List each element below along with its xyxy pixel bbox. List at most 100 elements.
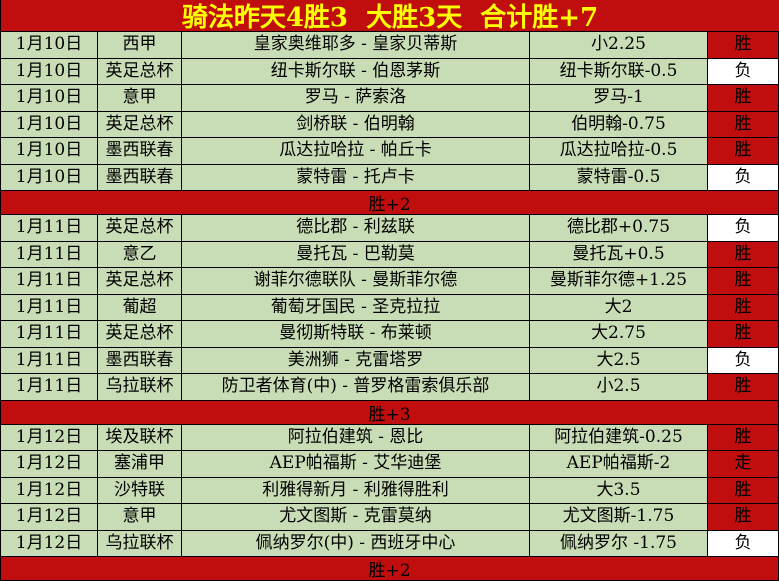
league-cell: 英足总杯 (98, 268, 182, 294)
league-cell: 沙特联 (98, 477, 182, 503)
match-cell: 葡萄牙国民 - 圣克拉拉 (182, 294, 530, 320)
league-cell: 意甲 (98, 504, 182, 530)
league-cell: 塞浦甲 (98, 451, 182, 477)
league-cell: 葡超 (98, 294, 182, 320)
summary-row: 胜+3 (1, 400, 779, 425)
league-cell: 英足总杯 (98, 111, 182, 137)
handicap-cell: 大2.75 (530, 321, 708, 347)
league-cell: 埃及联杯 (98, 424, 182, 450)
table-row: 1月12日 沙特联 利雅得新月 - 利雅得胜利 大3.5 胜 (1, 477, 779, 504)
handicap-cell: 佩纳罗尔 -1.75 (530, 530, 708, 556)
match-cell: 阿拉伯建筑 - 恩比 (182, 424, 530, 450)
handicap-cell: 大3.5 (530, 477, 708, 503)
league-cell: 墨西联春 (98, 164, 182, 190)
handicap-cell: 伯明翰-0.75 (530, 111, 708, 137)
date-cell: 1月11日 (1, 347, 98, 373)
table-row: 1月11日 英足总杯 曼彻斯特联 - 布莱顿 大2.75 胜 (1, 321, 779, 348)
date-cell: 1月11日 (1, 374, 98, 400)
date-cell: 1月12日 (1, 451, 98, 477)
match-cell: 纽卡斯尔联 - 伯恩茅斯 (182, 58, 530, 84)
date-cell: 1月11日 (1, 241, 98, 267)
handicap-cell: 罗马-1 (530, 85, 708, 111)
result-cell: 走 (708, 451, 779, 477)
date-cell: 1月11日 (1, 321, 98, 347)
match-cell: 防卫者体育(中) - 普罗格雷索俱乐部 (182, 374, 530, 400)
handicap-cell: 小2.25 (530, 32, 708, 58)
date-cell: 1月10日 (1, 58, 98, 84)
result-cell: 负 (708, 58, 779, 84)
result-cell: 胜 (708, 321, 779, 347)
summary-row: 胜+2 (1, 557, 779, 581)
handicap-cell: 德比郡+0.75 (530, 215, 708, 241)
result-cell: 胜 (708, 268, 779, 294)
league-cell: 乌拉联杯 (98, 530, 182, 556)
date-cell: 1月12日 (1, 477, 98, 503)
date-cell: 1月12日 (1, 504, 98, 530)
handicap-cell: 小2.5 (530, 374, 708, 400)
result-cell: 胜 (708, 85, 779, 111)
result-cell: 胜 (708, 111, 779, 137)
table-row: 1月12日 乌拉联杯 佩纳罗尔(中) - 西班牙中心 佩纳罗尔 -1.75 负 (1, 530, 779, 557)
handicap-cell: 曼斯菲尔德+1.25 (530, 268, 708, 294)
summary-row: 胜+2 (1, 191, 779, 215)
league-cell: 意乙 (98, 241, 182, 267)
result-cell: 胜 (708, 424, 779, 450)
handicap-cell: 大2 (530, 294, 708, 320)
title-bar: 骑法昨天4胜3 大胜3天 合计胜+7 (1, 0, 779, 33)
league-cell: 墨西联春 (98, 347, 182, 373)
handicap-cell: 蒙特雷-0.5 (530, 164, 708, 190)
result-cell: 胜 (708, 477, 779, 503)
match-cell: 尤文图斯 - 克雷莫纳 (182, 504, 530, 530)
handicap-cell: 大2.5 (530, 347, 708, 373)
league-cell: 英足总杯 (98, 215, 182, 241)
table-row: 1月11日 英足总杯 德比郡 - 利兹联 德比郡+0.75 负 (1, 215, 779, 242)
table-row: 1月12日 意甲 尤文图斯 - 克雷莫纳 尤文图斯-1.75 胜 (1, 504, 779, 531)
date-cell: 1月10日 (1, 164, 98, 190)
match-cell: AEP帕福斯 - 艾华迪堡 (182, 451, 530, 477)
result-cell: 负 (708, 164, 779, 190)
date-cell: 1月11日 (1, 294, 98, 320)
table-row: 1月10日 西甲 皇家奥维耶多 - 皇家贝蒂斯 小2.25 胜 (1, 32, 779, 59)
result-cell: 胜 (708, 374, 779, 400)
table-row: 1月12日 埃及联杯 阿拉伯建筑 - 恩比 阿拉伯建筑-0.25 胜 (1, 424, 779, 451)
table-row: 1月11日 乌拉联杯 防卫者体育(中) - 普罗格雷索俱乐部 小2.5 胜 (1, 374, 779, 401)
result-cell: 胜 (708, 504, 779, 530)
date-cell: 1月12日 (1, 424, 98, 450)
match-cell: 佩纳罗尔(中) - 西班牙中心 (182, 530, 530, 556)
table-row: 1月10日 英足总杯 剑桥联 - 伯明翰 伯明翰-0.75 胜 (1, 111, 779, 138)
league-cell: 英足总杯 (98, 58, 182, 84)
league-cell: 意甲 (98, 85, 182, 111)
result-cell: 胜 (708, 32, 779, 58)
match-cell: 剑桥联 - 伯明翰 (182, 111, 530, 137)
date-cell: 1月11日 (1, 215, 98, 241)
date-cell: 1月10日 (1, 85, 98, 111)
league-cell: 西甲 (98, 32, 182, 58)
league-cell: 乌拉联杯 (98, 374, 182, 400)
result-cell: 负 (708, 347, 779, 373)
handicap-cell: 曼托瓦+0.5 (530, 241, 708, 267)
page-title: 骑法昨天4胜3 大胜3天 合计胜+7 (181, 3, 599, 33)
table-row: 1月11日 葡超 葡萄牙国民 - 圣克拉拉 大2 胜 (1, 294, 779, 321)
result-cell: 胜 (708, 241, 779, 267)
handicap-cell: AEP帕福斯-2 (530, 451, 708, 477)
match-cell: 谢菲尔德联队 - 曼斯菲尔德 (182, 268, 530, 294)
date-cell: 1月10日 (1, 138, 98, 164)
table-row: 1月11日 意乙 曼托瓦 - 巴勒莫 曼托瓦+0.5 胜 (1, 241, 779, 268)
match-cell: 蒙特雷 - 托卢卡 (182, 164, 530, 190)
table-row: 1月11日 墨西联春 美洲狮 - 克雷塔罗 大2.5 负 (1, 347, 779, 374)
league-cell: 墨西联春 (98, 138, 182, 164)
match-cell: 美洲狮 - 克雷塔罗 (182, 347, 530, 373)
handicap-cell: 阿拉伯建筑-0.25 (530, 424, 708, 450)
result-cell: 负 (708, 530, 779, 556)
league-cell: 英足总杯 (98, 321, 182, 347)
result-cell: 胜 (708, 138, 779, 164)
match-cell: 德比郡 - 利兹联 (182, 215, 530, 241)
date-cell: 1月12日 (1, 530, 98, 556)
handicap-cell: 纽卡斯尔联-0.5 (530, 58, 708, 84)
table-row: 1月10日 墨西联春 蒙特雷 - 托卢卡 蒙特雷-0.5 负 (1, 164, 779, 191)
handicap-cell: 瓜达拉哈拉-0.5 (530, 138, 708, 164)
match-cell: 罗马 - 萨索洛 (182, 85, 530, 111)
result-cell: 胜 (708, 294, 779, 320)
match-cell: 曼彻斯特联 - 布莱顿 (182, 321, 530, 347)
